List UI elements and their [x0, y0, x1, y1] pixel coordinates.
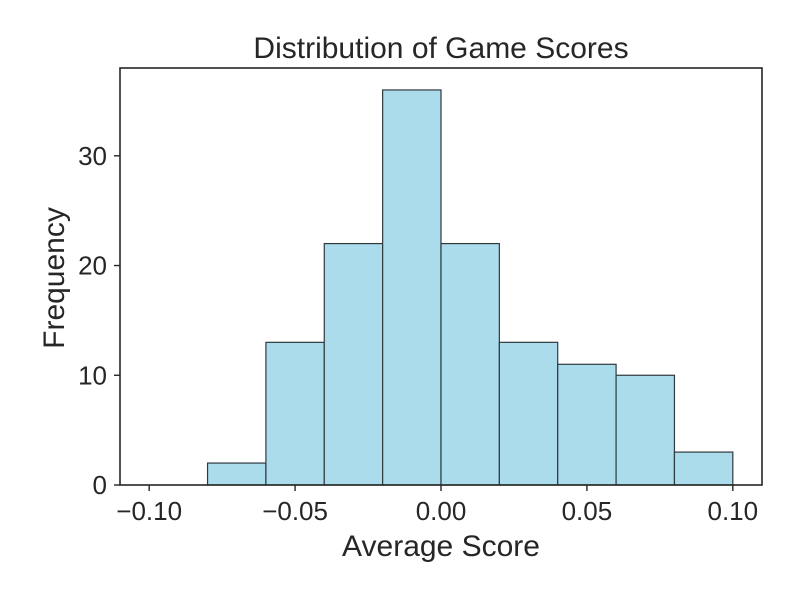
- histogram-bar-2: [265, 341, 325, 486]
- y-tick-label-3: 30: [78, 141, 107, 171]
- histogram-bar-5: [440, 242, 500, 486]
- x-tick-label-0: −0.10: [116, 496, 182, 526]
- y-tick-label-2: 20: [78, 251, 107, 281]
- x-axis-ticks: −0.10 −0.05 0.00 0.05 0.10: [116, 485, 758, 526]
- y-tick-label-0: 0: [93, 470, 107, 500]
- histogram-bar-9: [673, 451, 734, 486]
- histogram-bar-1: [206, 462, 267, 486]
- x-tick-label-2: 0.00: [416, 496, 467, 526]
- x-tick-label-1: −0.05: [262, 496, 328, 526]
- histogram-bar-7: [557, 363, 617, 486]
- chart-title: Distribution of Game Scores: [253, 32, 628, 65]
- bars-group: [206, 89, 734, 486]
- histogram-bar-4: [382, 89, 442, 486]
- histogram-bar-3: [323, 242, 384, 486]
- x-axis-label: Average Score: [342, 530, 540, 563]
- histogram-bar-6: [498, 341, 559, 486]
- y-axis-ticks: 0 10 20 30: [78, 141, 120, 500]
- y-axis-label: Frequency: [38, 207, 71, 349]
- y-tick-label-1: 10: [78, 360, 107, 390]
- histogram-bar-8: [615, 374, 676, 486]
- x-tick-label-3: 0.05: [562, 496, 613, 526]
- x-tick-label-4: 0.10: [708, 496, 759, 526]
